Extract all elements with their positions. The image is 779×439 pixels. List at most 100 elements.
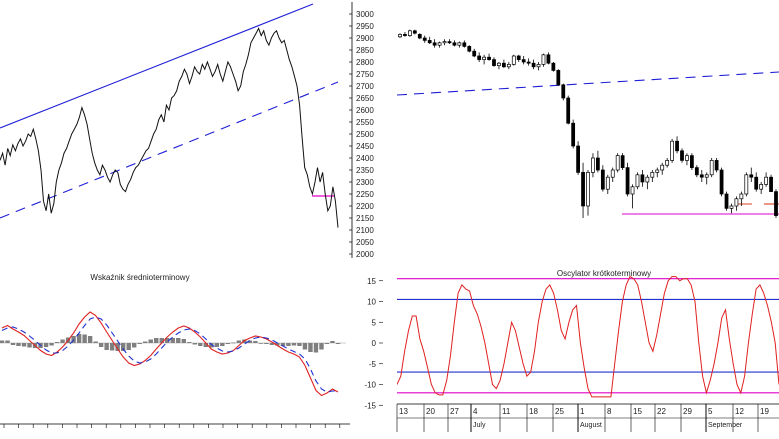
candle-body	[432, 42, 437, 46]
medium-term-histogram-bar	[275, 343, 280, 346]
medium-term-indicator-panel: Wskaźnik średnioterminowy	[0, 273, 350, 428]
medium-term-histogram-bar	[297, 343, 302, 346]
date-axis-day-label: 29	[683, 407, 692, 416]
candle-body	[759, 184, 764, 190]
date-axis-day-label: 4	[473, 407, 478, 416]
price-scale-tick-label: 2300	[356, 178, 374, 187]
oscillator-tick-label: -15	[364, 401, 376, 410]
candle-body	[615, 155, 620, 171]
candle-body	[690, 155, 694, 168]
candle-body	[694, 167, 699, 176]
medium-term-histogram-bar	[313, 343, 319, 353]
medium-term-histogram-bar	[82, 334, 87, 343]
candle-body	[511, 55, 516, 65]
candle-body	[665, 160, 670, 166]
medium-term-indicator-line	[1, 311, 339, 397]
oscillator-tick-label: 5	[372, 318, 377, 327]
candle-body	[709, 160, 714, 176]
candle-body	[670, 140, 674, 161]
medium-term-histogram-bar	[187, 342, 192, 343]
candle-body	[724, 193, 729, 209]
oscillator-series-line	[397, 275, 779, 398]
candle-body	[680, 150, 684, 161]
price-scale-tick-label: 2550	[356, 118, 374, 127]
medium-term-histogram-bar	[236, 340, 242, 343]
price-scale-tick-label: 2500	[356, 130, 374, 139]
candle-body	[497, 62, 501, 66]
medium-term-histogram-bar	[335, 343, 341, 344]
candle-body	[502, 62, 506, 68]
long-term-price-panel	[0, 3, 339, 228]
date-axis-day-label: 22	[657, 407, 666, 416]
price-scale-tick-label: 2800	[356, 58, 374, 67]
candle-body	[675, 140, 679, 152]
candle-body	[506, 64, 511, 68]
medium-term-histogram-bar	[98, 343, 104, 347]
candle-body	[447, 41, 452, 44]
candle-body	[442, 41, 447, 44]
candle-body	[605, 176, 610, 190]
candle-body	[764, 176, 768, 185]
date-axis-day-label: 15	[633, 407, 642, 416]
date-axis-day-label: 25	[555, 407, 564, 416]
candle-body	[620, 155, 625, 168]
oscillator-tick-label: 10	[367, 298, 376, 307]
candle-body	[452, 42, 457, 46]
medium-term-histogram-bar	[231, 342, 236, 344]
price-scale-tick-label: 2350	[356, 166, 374, 175]
price-scale-tick-label: 2250	[356, 190, 374, 199]
price-scale-ticks: 3000 2950 2900 2850 2800 2750 2700 2650 2600 2550…	[349, 10, 374, 259]
candle-body	[457, 42, 462, 46]
date-axis-day-label: 8	[607, 407, 612, 416]
candle-body	[477, 55, 482, 60]
medium-term-histogram-bar	[330, 341, 335, 343]
price-scale-tick-label: 2750	[356, 70, 374, 79]
daily-candlestick-panel	[397, 29, 779, 218]
price-scale-tick-label: 2850	[356, 46, 374, 55]
medium-term-histogram-bar	[319, 343, 324, 350]
medium-term-histogram-bar	[176, 338, 181, 343]
medium-term-histogram-bar	[21, 343, 27, 347]
candle-body	[749, 174, 754, 178]
medium-term-histogram-bar	[198, 343, 203, 346]
price-scale-tick-label: 2600	[356, 106, 374, 115]
oscillator-line	[397, 275, 779, 398]
short-term-oscillator-panel: Oscylator krótkoterminowy 151050-5-10-15…	[364, 269, 779, 432]
medium-term-histogram-bar	[192, 343, 197, 345]
candle-body	[655, 169, 660, 173]
medium-term-histogram-bar	[181, 339, 186, 343]
date-axis-day-label: 1	[580, 407, 585, 416]
candle-body	[417, 34, 422, 39]
medium-term-histogram-bar	[280, 343, 286, 346]
date-axis-month-label: August	[580, 422, 602, 429]
medium-term-histogram-bar	[225, 343, 231, 344]
price-scale-tick-label: 2950	[356, 22, 374, 31]
medium-term-histogram-bar	[43, 343, 49, 347]
date-axis-day-label: 5	[708, 407, 713, 416]
candle-body	[403, 34, 407, 36]
medium-term-histogram-bar	[308, 343, 313, 352]
medium-term-signal-line	[1, 316, 338, 393]
candle-body	[492, 59, 496, 66]
candle-body	[581, 172, 585, 207]
candle-body	[729, 205, 734, 209]
candle-body	[526, 61, 531, 64]
candle-body	[734, 198, 739, 207]
medium-term-histogram-bar	[131, 343, 137, 348]
candle-body	[462, 42, 467, 47]
medium-term-histogram-bar	[324, 343, 330, 344]
medium-term-indicator-title: Wskaźnik średnioterminowy	[90, 273, 189, 282]
medium-term-histogram-bar	[302, 343, 308, 350]
medium-term-histogram-bar	[16, 343, 21, 346]
medium-term-histogram-bar	[60, 339, 65, 343]
oscillator-levels	[397, 278, 779, 394]
candle-body	[645, 176, 650, 183]
candle-body	[630, 186, 635, 195]
candle-body	[714, 160, 719, 171]
oscillator-tick-label: -5	[369, 360, 377, 369]
candle-body	[754, 176, 759, 190]
medium-term-histogram-bar	[54, 342, 60, 343]
medium-term-histogram-bar	[49, 343, 54, 346]
medium-term-month-ticks	[3, 424, 341, 428]
